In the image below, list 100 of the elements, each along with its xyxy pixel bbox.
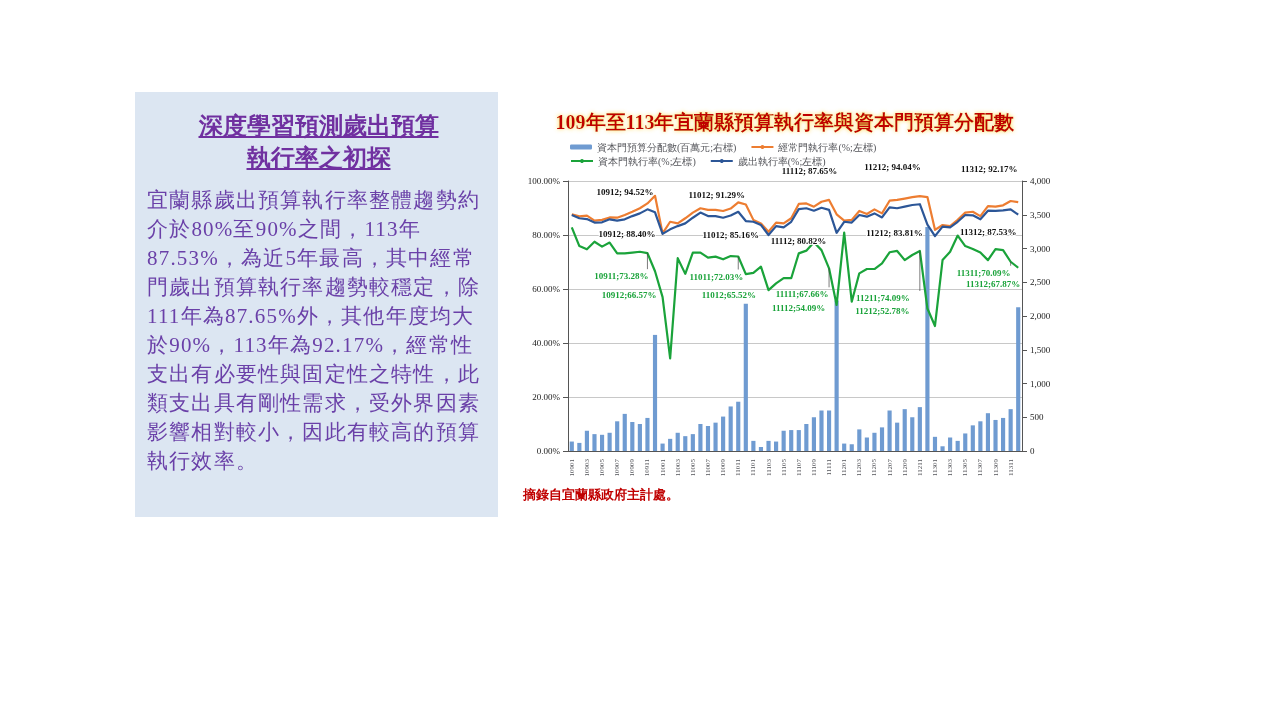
legend-label: 資本門執行率(%;左標)	[598, 155, 696, 168]
line-series	[570, 203, 1020, 238]
bar	[577, 442, 582, 451]
bar	[963, 433, 968, 451]
y-tick-label: 40.00%	[532, 338, 561, 348]
bar	[872, 432, 877, 451]
bar	[683, 436, 688, 451]
bar	[592, 434, 597, 451]
bar	[607, 432, 612, 451]
annotation: 11112;54.09%	[771, 302, 826, 313]
text: 深度學習預測歲出預算執行率之初探	[197, 112, 440, 173]
text: 摘錄自宜蘭縣政府主計處。	[522, 487, 679, 502]
bar	[660, 443, 665, 451]
bar	[804, 424, 809, 451]
bar	[917, 407, 922, 451]
bar	[826, 410, 832, 451]
bar	[910, 417, 915, 451]
bar	[985, 413, 991, 451]
y2-tick-label: 500	[1030, 412, 1044, 423]
bar	[1008, 409, 1013, 451]
text: 11212; 94.04%	[864, 162, 921, 173]
bar	[690, 434, 695, 451]
bar	[879, 427, 885, 451]
y2-tick-label: 0	[1030, 446, 1035, 456]
annotation: 11312; 87.53%	[959, 226, 1017, 237]
bar	[796, 430, 801, 451]
annotation: 11111;67.66%	[775, 289, 829, 300]
annotation: 11312;67.87%	[966, 278, 1021, 289]
y2-tick-label: 3,000	[1030, 243, 1051, 254]
y2-tick-label: 1,500	[1030, 344, 1051, 355]
bar	[842, 443, 847, 451]
y2-tick-label: 2,000	[1030, 311, 1051, 321]
bar	[743, 303, 748, 451]
bar	[652, 334, 658, 451]
annotation: 11211;74.09%	[855, 292, 910, 303]
bar	[675, 432, 680, 451]
bar	[751, 440, 756, 451]
annotation: 10911;73.28%	[594, 271, 649, 282]
bar	[948, 437, 953, 451]
bar	[789, 430, 794, 451]
bar	[834, 300, 839, 451]
bar	[932, 436, 938, 451]
annotation: 11311;70.09%	[956, 267, 1011, 278]
bar	[978, 421, 983, 451]
bar	[645, 417, 650, 451]
chart-title: 109年至113年宜蘭縣預算執行率與資本門預算分配數	[555, 111, 1016, 133]
bar	[615, 421, 620, 451]
legend-label: 資本門預算分配數(百萬元;右標)	[597, 141, 737, 154]
legend-label: 經常門執行率(%;左標)	[777, 141, 877, 154]
y2-tick-label: 4,000	[1030, 176, 1051, 186]
y2-tick-label: 2,500	[1030, 277, 1051, 288]
bar	[698, 424, 703, 451]
text: 11112; 87.65%	[781, 166, 838, 177]
bar	[736, 401, 741, 451]
y2-tick-label: 1,000	[1030, 378, 1051, 389]
y-tick-label: 0.00%	[536, 446, 561, 456]
annotation: 11212;52.78%	[855, 306, 910, 317]
bar	[857, 429, 862, 451]
bar	[766, 440, 771, 451]
bar	[925, 226, 930, 451]
y2-tick-label: 3,500	[1030, 209, 1051, 220]
annotation: 11212; 83.81%	[866, 227, 923, 238]
bar	[569, 441, 574, 451]
annotation: 11012;65.52%	[701, 290, 756, 301]
bar	[864, 437, 869, 451]
line-series	[570, 226, 1020, 360]
bar	[902, 409, 907, 451]
bar	[1001, 417, 1006, 451]
legend-label: 歲出執行率(%;左標)	[737, 155, 826, 168]
bar	[811, 417, 816, 451]
bar	[781, 430, 786, 451]
annotation: 11012; 85.16%	[702, 230, 760, 241]
bar	[705, 426, 711, 451]
bar	[887, 410, 892, 451]
bar	[849, 444, 854, 451]
annotation: 10912; 88.40%	[598, 229, 656, 240]
bar	[1016, 307, 1021, 451]
bar	[630, 421, 635, 451]
bar	[895, 422, 900, 451]
bar	[713, 422, 718, 451]
y-tick-label: 60.00%	[532, 284, 561, 294]
text: 宜蘭縣歲出預算執行率整體趨勢約介於80%至90%之間，113年87.53%，為近5年最高，其中經常門歲出預算執行率趨勢較穩定，除111年為87.65%外，其他年度均大於90%，113年為92.17%，經常性支出有必要性與固定性之特性，此類支出具有剛性需求，受外界因素影響相對較小，因此有較高的預算執行效率。	[147, 188, 480, 473]
bar	[993, 419, 998, 451]
bar	[721, 416, 726, 451]
annotation: 10912; 94.52%	[596, 186, 654, 197]
bar	[970, 425, 975, 451]
y-tick-label: 80.00%	[532, 230, 561, 240]
bar	[599, 434, 605, 451]
y-tick-label: 20.00%	[532, 392, 561, 402]
annotation: 11112; 80.82%	[770, 235, 827, 246]
bar	[774, 441, 779, 451]
annotation: 10912;66.57%	[601, 290, 657, 301]
bar	[758, 446, 764, 451]
bar	[622, 413, 627, 451]
bar	[728, 406, 733, 451]
bar	[584, 430, 589, 451]
text: 11312; 92.17%	[960, 164, 1018, 175]
bar	[819, 410, 824, 451]
bar	[668, 438, 673, 451]
y-tick-label: 100.00%	[527, 176, 561, 186]
